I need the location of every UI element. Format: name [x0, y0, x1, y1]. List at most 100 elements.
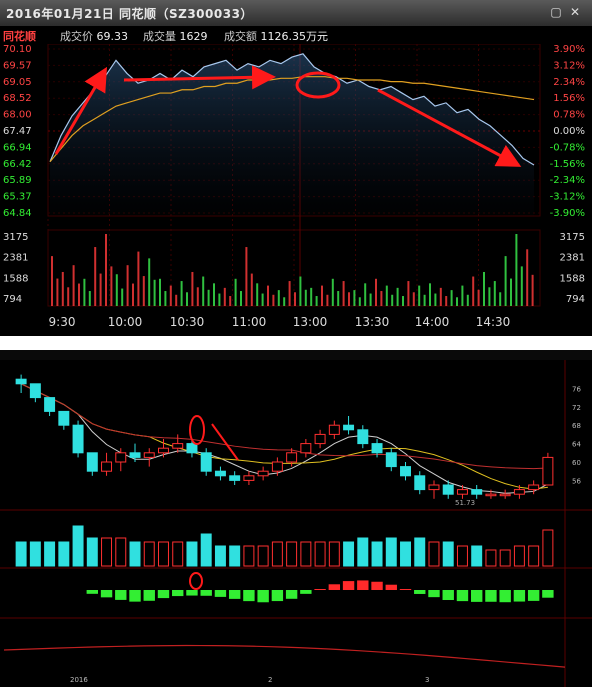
volume-bar: [434, 294, 436, 306]
volume-bar: [159, 279, 161, 306]
volume-bar: [391, 295, 393, 306]
price-label: 成交价: [60, 30, 93, 43]
candle-body: [116, 453, 126, 462]
volume-tick-label: 794: [3, 294, 22, 305]
candle-body: [45, 398, 55, 412]
volume-bar: [56, 279, 58, 306]
volume-bar: [505, 256, 507, 306]
k-down-line: [212, 424, 238, 460]
bottom-indicator: [4, 646, 565, 668]
price-tick-label: 69.57: [3, 60, 32, 71]
candlesticks: [16, 375, 553, 499]
k-volume-bar: [59, 542, 69, 566]
volume-tick-label-right: 2381: [560, 253, 585, 264]
candle-body: [59, 411, 69, 425]
k-volume-bar: [386, 538, 396, 566]
candle-body: [287, 453, 297, 462]
volume-bar: [310, 288, 312, 306]
ma-line: [21, 384, 548, 489]
restore-icon[interactable]: ▢: [548, 4, 564, 20]
percent-axis: 3.90%3.12%2.34%1.56%0.78%0.00%-0.78%-1.5…: [550, 44, 585, 219]
volume-bar: [240, 291, 242, 306]
price-tick-label: 67.47: [3, 126, 32, 137]
candle-body: [73, 425, 83, 453]
k-volume-bar: [45, 542, 55, 566]
macd-bar: [357, 580, 368, 590]
volume-bar: [532, 275, 534, 306]
volume-bar: [186, 292, 188, 306]
candle-body: [16, 379, 26, 384]
candle-body: [230, 476, 240, 481]
macd-bar: [528, 590, 539, 601]
volume-value: 1629: [180, 30, 208, 43]
macd-bar: [272, 590, 283, 601]
volume-bar: [348, 292, 350, 306]
percent-tick-label: -2.34%: [550, 175, 585, 186]
k-date-tick: 2: [268, 676, 272, 684]
macd-bar: [514, 590, 525, 602]
percent-tick-label: -3.12%: [550, 192, 585, 203]
close-icon[interactable]: ✕: [567, 4, 583, 20]
volume-bar: [424, 295, 426, 306]
macd-bar: [172, 590, 183, 596]
time-tick-label: 9:30: [49, 315, 76, 329]
volume-bar: [83, 279, 85, 306]
k-price-tick: 72: [572, 404, 581, 412]
stock-name: 同花顺: [3, 28, 36, 44]
price-tick-label: 66.94: [3, 142, 32, 153]
macd-bar: [201, 590, 212, 596]
k-volume-bar: [514, 546, 524, 566]
amount-label: 成交额: [224, 30, 257, 43]
macd-bar: [343, 581, 354, 590]
volume-bar: [100, 274, 102, 306]
k-volume-bar: [244, 546, 254, 566]
macd-bar: [485, 590, 496, 602]
candle-body: [130, 453, 140, 458]
candle-body: [529, 485, 539, 490]
volume-bar: [521, 266, 523, 306]
volume-bar: [289, 281, 291, 306]
macd-bar: [144, 590, 155, 601]
k-volume-bars: [16, 526, 553, 566]
candle-body: [514, 490, 524, 495]
volume-bar: [89, 291, 91, 306]
price-tick-label: 70.10: [3, 44, 32, 55]
volume-bar: [294, 292, 296, 306]
volume-bar: [418, 286, 420, 306]
volume-bar: [272, 295, 274, 306]
volume-bar: [73, 265, 75, 306]
k-volume-bar: [130, 542, 140, 566]
macd-bar: [158, 590, 169, 598]
volume-bar: [494, 281, 496, 306]
k-volume-bar: [315, 542, 325, 566]
amount-value: 1126.35万元: [261, 30, 329, 43]
volume-bar: [451, 290, 453, 306]
k-volume-bar: [73, 526, 83, 566]
candle-body: [543, 457, 553, 485]
volume-bar: [343, 281, 345, 306]
percent-tick-label: -1.56%: [550, 159, 585, 170]
volume-bar: [164, 291, 166, 306]
volume-bar: [181, 281, 183, 306]
candle-body: [272, 462, 282, 471]
k-volume-bar: [472, 546, 482, 566]
k-volume-bar: [144, 542, 154, 566]
volume-bar: [154, 280, 156, 306]
candle-body: [372, 444, 382, 453]
k-price-axis: 767268646056: [572, 385, 581, 485]
macd-bar: [428, 590, 439, 597]
volume-bar: [510, 279, 512, 306]
macd-bar: [215, 590, 226, 597]
macd-bar: [414, 590, 425, 594]
candle-body: [358, 430, 368, 444]
volume-bar: [499, 292, 501, 306]
macd-bar: [471, 590, 482, 602]
time-axis: 9:30 10:00 10:30 11:00 13:00 13:30 14:00 14:30: [49, 315, 511, 329]
k-volume-bar: [30, 542, 40, 566]
volume-bar: [67, 287, 69, 306]
intraday-panel: 2016年01月21日 同花顺（SZ300033） ▢ ✕ 同花顺 成交价 69…: [0, 0, 592, 336]
volume-bar: [353, 290, 355, 306]
k-volume-bar: [358, 538, 368, 566]
k-volume-bar: [443, 542, 453, 566]
macd-highlight-oval: [190, 573, 202, 589]
